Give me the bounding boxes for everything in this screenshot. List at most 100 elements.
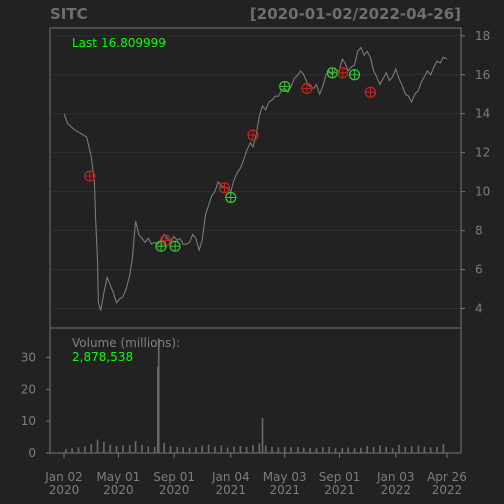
x-tick-label-year: 2021 xyxy=(324,483,355,497)
volume-bar xyxy=(201,445,204,453)
volume-bar xyxy=(261,417,264,453)
volume-bar xyxy=(322,447,324,453)
buy-marker xyxy=(326,67,338,79)
volume-bar xyxy=(169,445,172,453)
volume-bar xyxy=(188,447,191,453)
x-tick-label-month: May 03 xyxy=(263,470,307,484)
volume-bar xyxy=(207,444,210,453)
buy-marker xyxy=(169,240,181,252)
volume-bar xyxy=(71,448,73,453)
volume-bar xyxy=(96,439,99,453)
volume-bar xyxy=(258,443,261,453)
price-tick-label: 4 xyxy=(475,302,483,316)
volume-bar xyxy=(220,445,223,453)
volume-bar xyxy=(366,445,369,453)
volume-bar xyxy=(429,447,432,453)
volume-bar xyxy=(423,446,426,453)
x-tick-label-month: May 01 xyxy=(96,470,140,484)
volume-bar xyxy=(398,444,400,453)
last-price-label: Last xyxy=(72,36,97,50)
volume-bar xyxy=(417,445,420,453)
volume-bar xyxy=(195,447,197,453)
volume-bar xyxy=(353,448,356,453)
price-tick-label: 18 xyxy=(475,29,490,43)
buy-marker xyxy=(155,240,167,252)
volume-bar xyxy=(391,448,394,453)
volume-tick-label: 30 xyxy=(21,350,36,364)
volume-bar xyxy=(302,447,305,453)
volume-bar xyxy=(128,445,131,453)
volume-bar xyxy=(264,445,267,453)
volume-annotation-value: 2,878,538 xyxy=(72,350,133,364)
sell-marker xyxy=(301,82,313,94)
x-tick-label-month: Jan 02 xyxy=(44,470,83,484)
volume-bar xyxy=(65,449,67,453)
volume-bar xyxy=(182,447,185,453)
last-price-value: 16.809999 xyxy=(101,36,166,50)
volume-bar xyxy=(290,447,292,453)
volume-bar xyxy=(410,446,413,453)
price-series-line xyxy=(63,46,448,311)
volume-bar xyxy=(436,446,438,453)
volume-bar xyxy=(442,444,445,453)
volume-bar xyxy=(239,445,242,453)
buy-marker xyxy=(279,80,291,93)
volume-bars xyxy=(65,338,445,453)
volume-tick-label: 20 xyxy=(21,382,36,396)
x-tick-label-month: Apr 26 xyxy=(427,470,467,484)
price-tick-label: 12 xyxy=(475,146,490,160)
x-tick-label-year: 2020 xyxy=(103,483,134,497)
sell-marker xyxy=(364,86,376,98)
volume-tick-label: 0 xyxy=(28,446,36,460)
volume-bar xyxy=(77,447,80,453)
x-tick-label-year: 2022 xyxy=(432,483,463,497)
volume-bar xyxy=(176,446,179,453)
volume-bar xyxy=(283,446,286,453)
x-tick-label-year: 2020 xyxy=(49,483,80,497)
volume-bar xyxy=(134,440,137,453)
volume-bar xyxy=(214,446,216,453)
x-tick-label-month: Sep 01 xyxy=(153,470,195,484)
volume-bar xyxy=(157,367,159,453)
volume-bar xyxy=(404,446,407,453)
volume-bar xyxy=(309,447,311,453)
price-tick-label: 16 xyxy=(475,68,490,82)
volume-annotation-label: Volume (millions): xyxy=(72,336,180,350)
last-price-annotation: Last 16.809999 xyxy=(72,36,166,50)
volume-bar xyxy=(233,446,235,453)
price-tick-label: 14 xyxy=(475,107,490,121)
chart-symbol-title: SITC xyxy=(50,5,88,23)
volume-bar xyxy=(90,444,92,453)
volume-bar xyxy=(334,448,337,453)
x-tick-label-month: Jan 04 xyxy=(211,470,250,484)
volume-bar xyxy=(153,446,156,453)
chart-date-range: [2020-01-02/2022-04-26] xyxy=(250,5,461,23)
price-tick-label: 10 xyxy=(475,185,490,199)
price-grid xyxy=(51,35,460,310)
volume-tick-label: 10 xyxy=(21,414,36,428)
sell-marker xyxy=(218,182,231,194)
volume-bar xyxy=(109,444,112,453)
volume-bar xyxy=(315,448,318,453)
price-panel-frame xyxy=(49,27,462,329)
x-tick-label-month: Jan 03 xyxy=(376,470,415,484)
volume-bar xyxy=(379,445,381,453)
volume-bar xyxy=(297,446,299,453)
volume-bar xyxy=(372,446,375,453)
volume-panel-frame xyxy=(49,327,462,454)
volume-bar xyxy=(277,447,280,453)
volume-bar xyxy=(328,446,330,453)
volume-bar xyxy=(360,447,362,453)
x-tick-label-year: 2021 xyxy=(216,483,247,497)
volume-bar xyxy=(147,446,150,453)
volume-bar xyxy=(141,444,143,453)
volume-bar xyxy=(347,447,349,453)
volume-bar xyxy=(245,446,248,453)
sell-marker xyxy=(337,67,349,79)
price-tick-label: 8 xyxy=(475,224,483,238)
volume-bar xyxy=(385,446,388,453)
price-y-axis: 4 6 8 10 12 14 16 18 xyxy=(461,29,490,316)
